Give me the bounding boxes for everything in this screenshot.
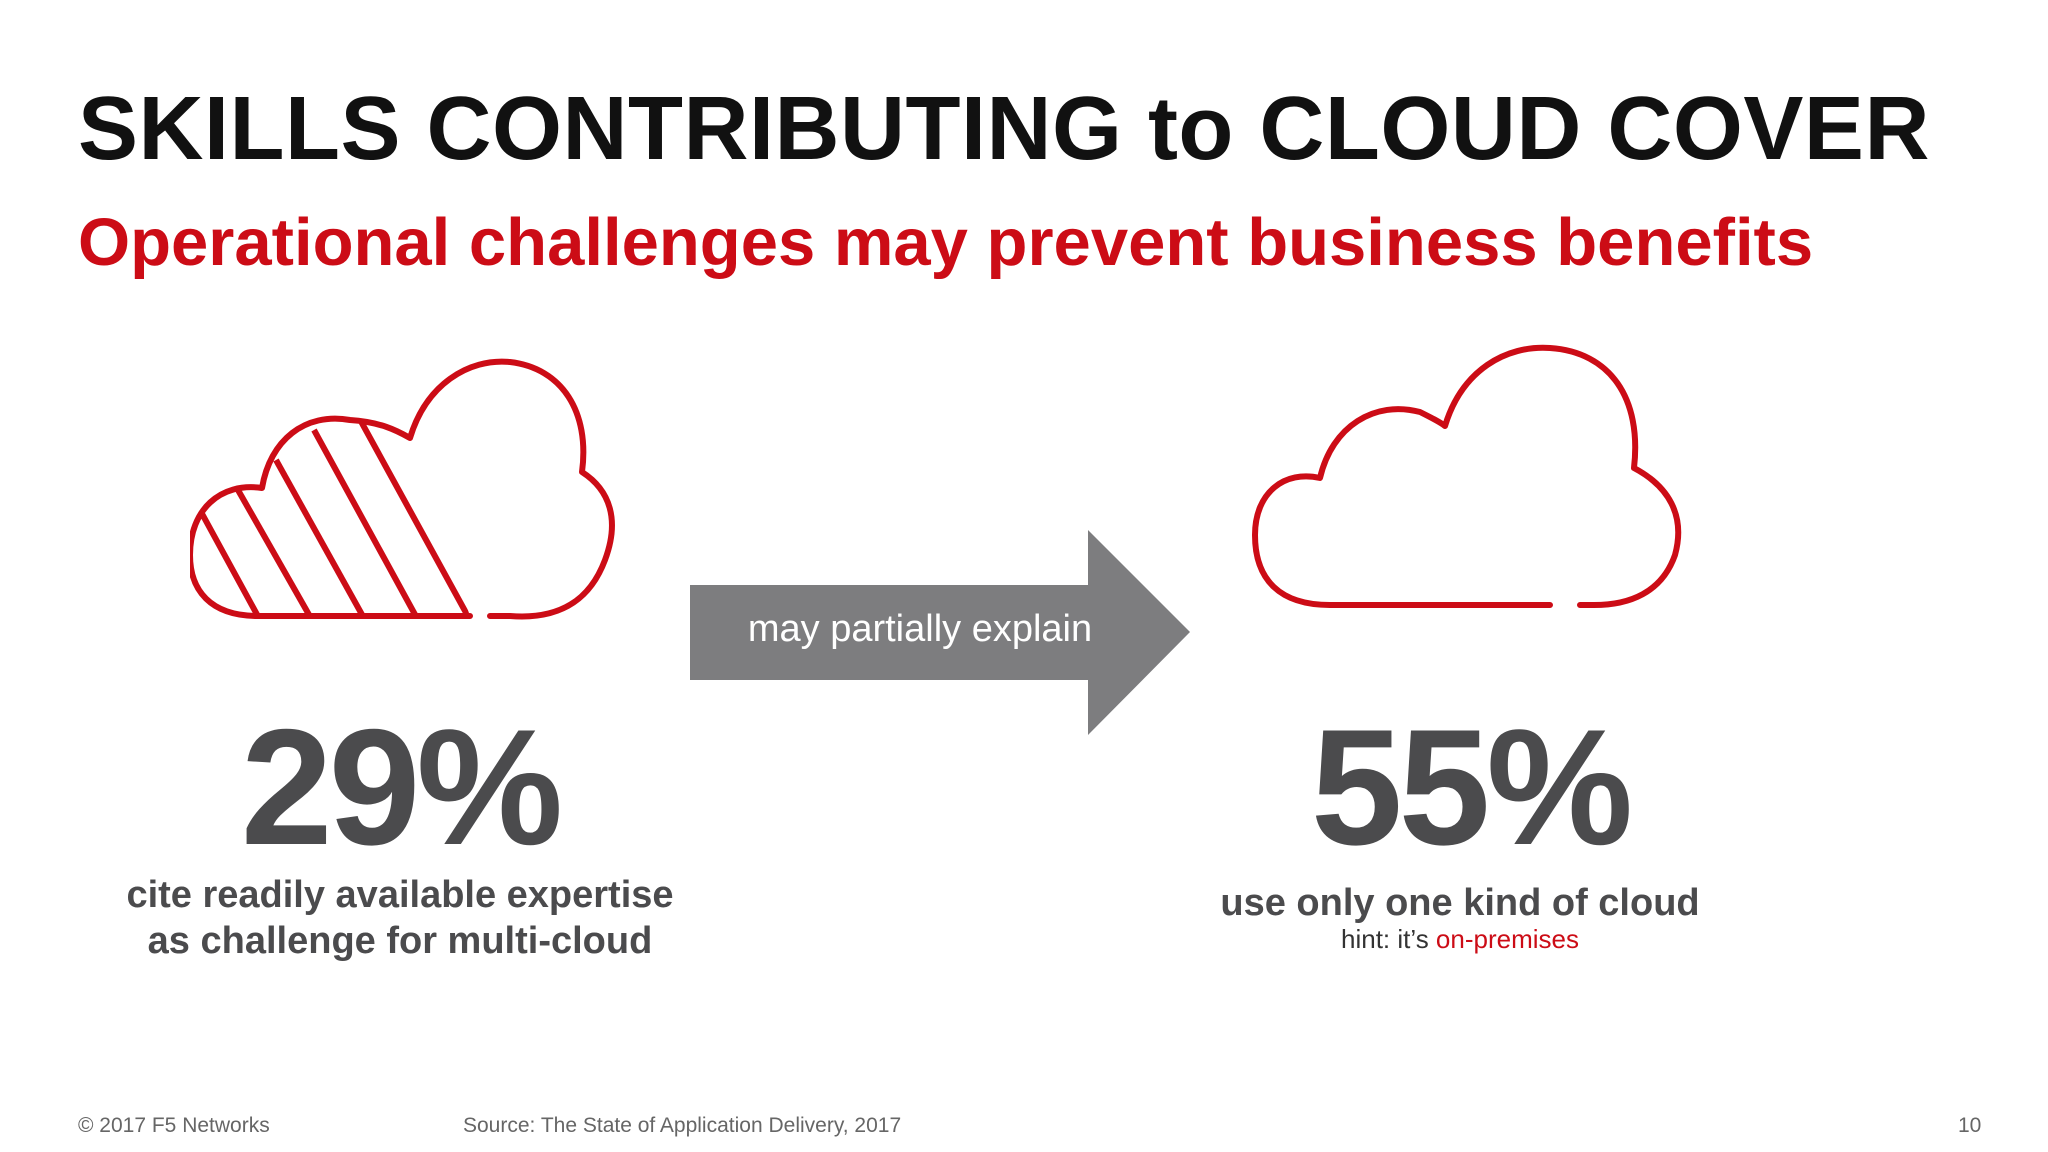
slide-title: SKILLS CONTRIBUTING to CLOUD COVER bbox=[78, 79, 1930, 179]
hint-highlight: on-premises bbox=[1435, 924, 1579, 954]
footer-copyright: © 2017 F5 Networks bbox=[78, 1114, 270, 1137]
striped-cloud-icon bbox=[190, 358, 615, 620]
footer-source: Source: The State of Application Deliver… bbox=[463, 1114, 902, 1137]
hint-prefix: hint: it’s bbox=[1341, 924, 1436, 954]
page-number: 10 bbox=[1958, 1114, 1982, 1137]
stat-left-value: 29% bbox=[240, 695, 563, 879]
stat-left-description: cite readily available expertise as chal… bbox=[100, 872, 700, 964]
stat-left-desc-line1: cite readily available expertise bbox=[126, 874, 674, 916]
arrow-shape bbox=[690, 530, 1190, 735]
arrow-label: may partially explain bbox=[747, 608, 1093, 650]
stat-left-desc-line2: as challenge for multi-cloud bbox=[147, 920, 653, 962]
cloud-icon bbox=[1252, 344, 1682, 609]
stat-right-value: 55% bbox=[1310, 695, 1633, 879]
slide-subtitle: Operational challenges may prevent busin… bbox=[78, 205, 1814, 280]
stat-right-hint: hint: it’s on-premises bbox=[1150, 924, 1770, 955]
stat-right-description: use only one kind of cloud bbox=[1220, 882, 1700, 924]
